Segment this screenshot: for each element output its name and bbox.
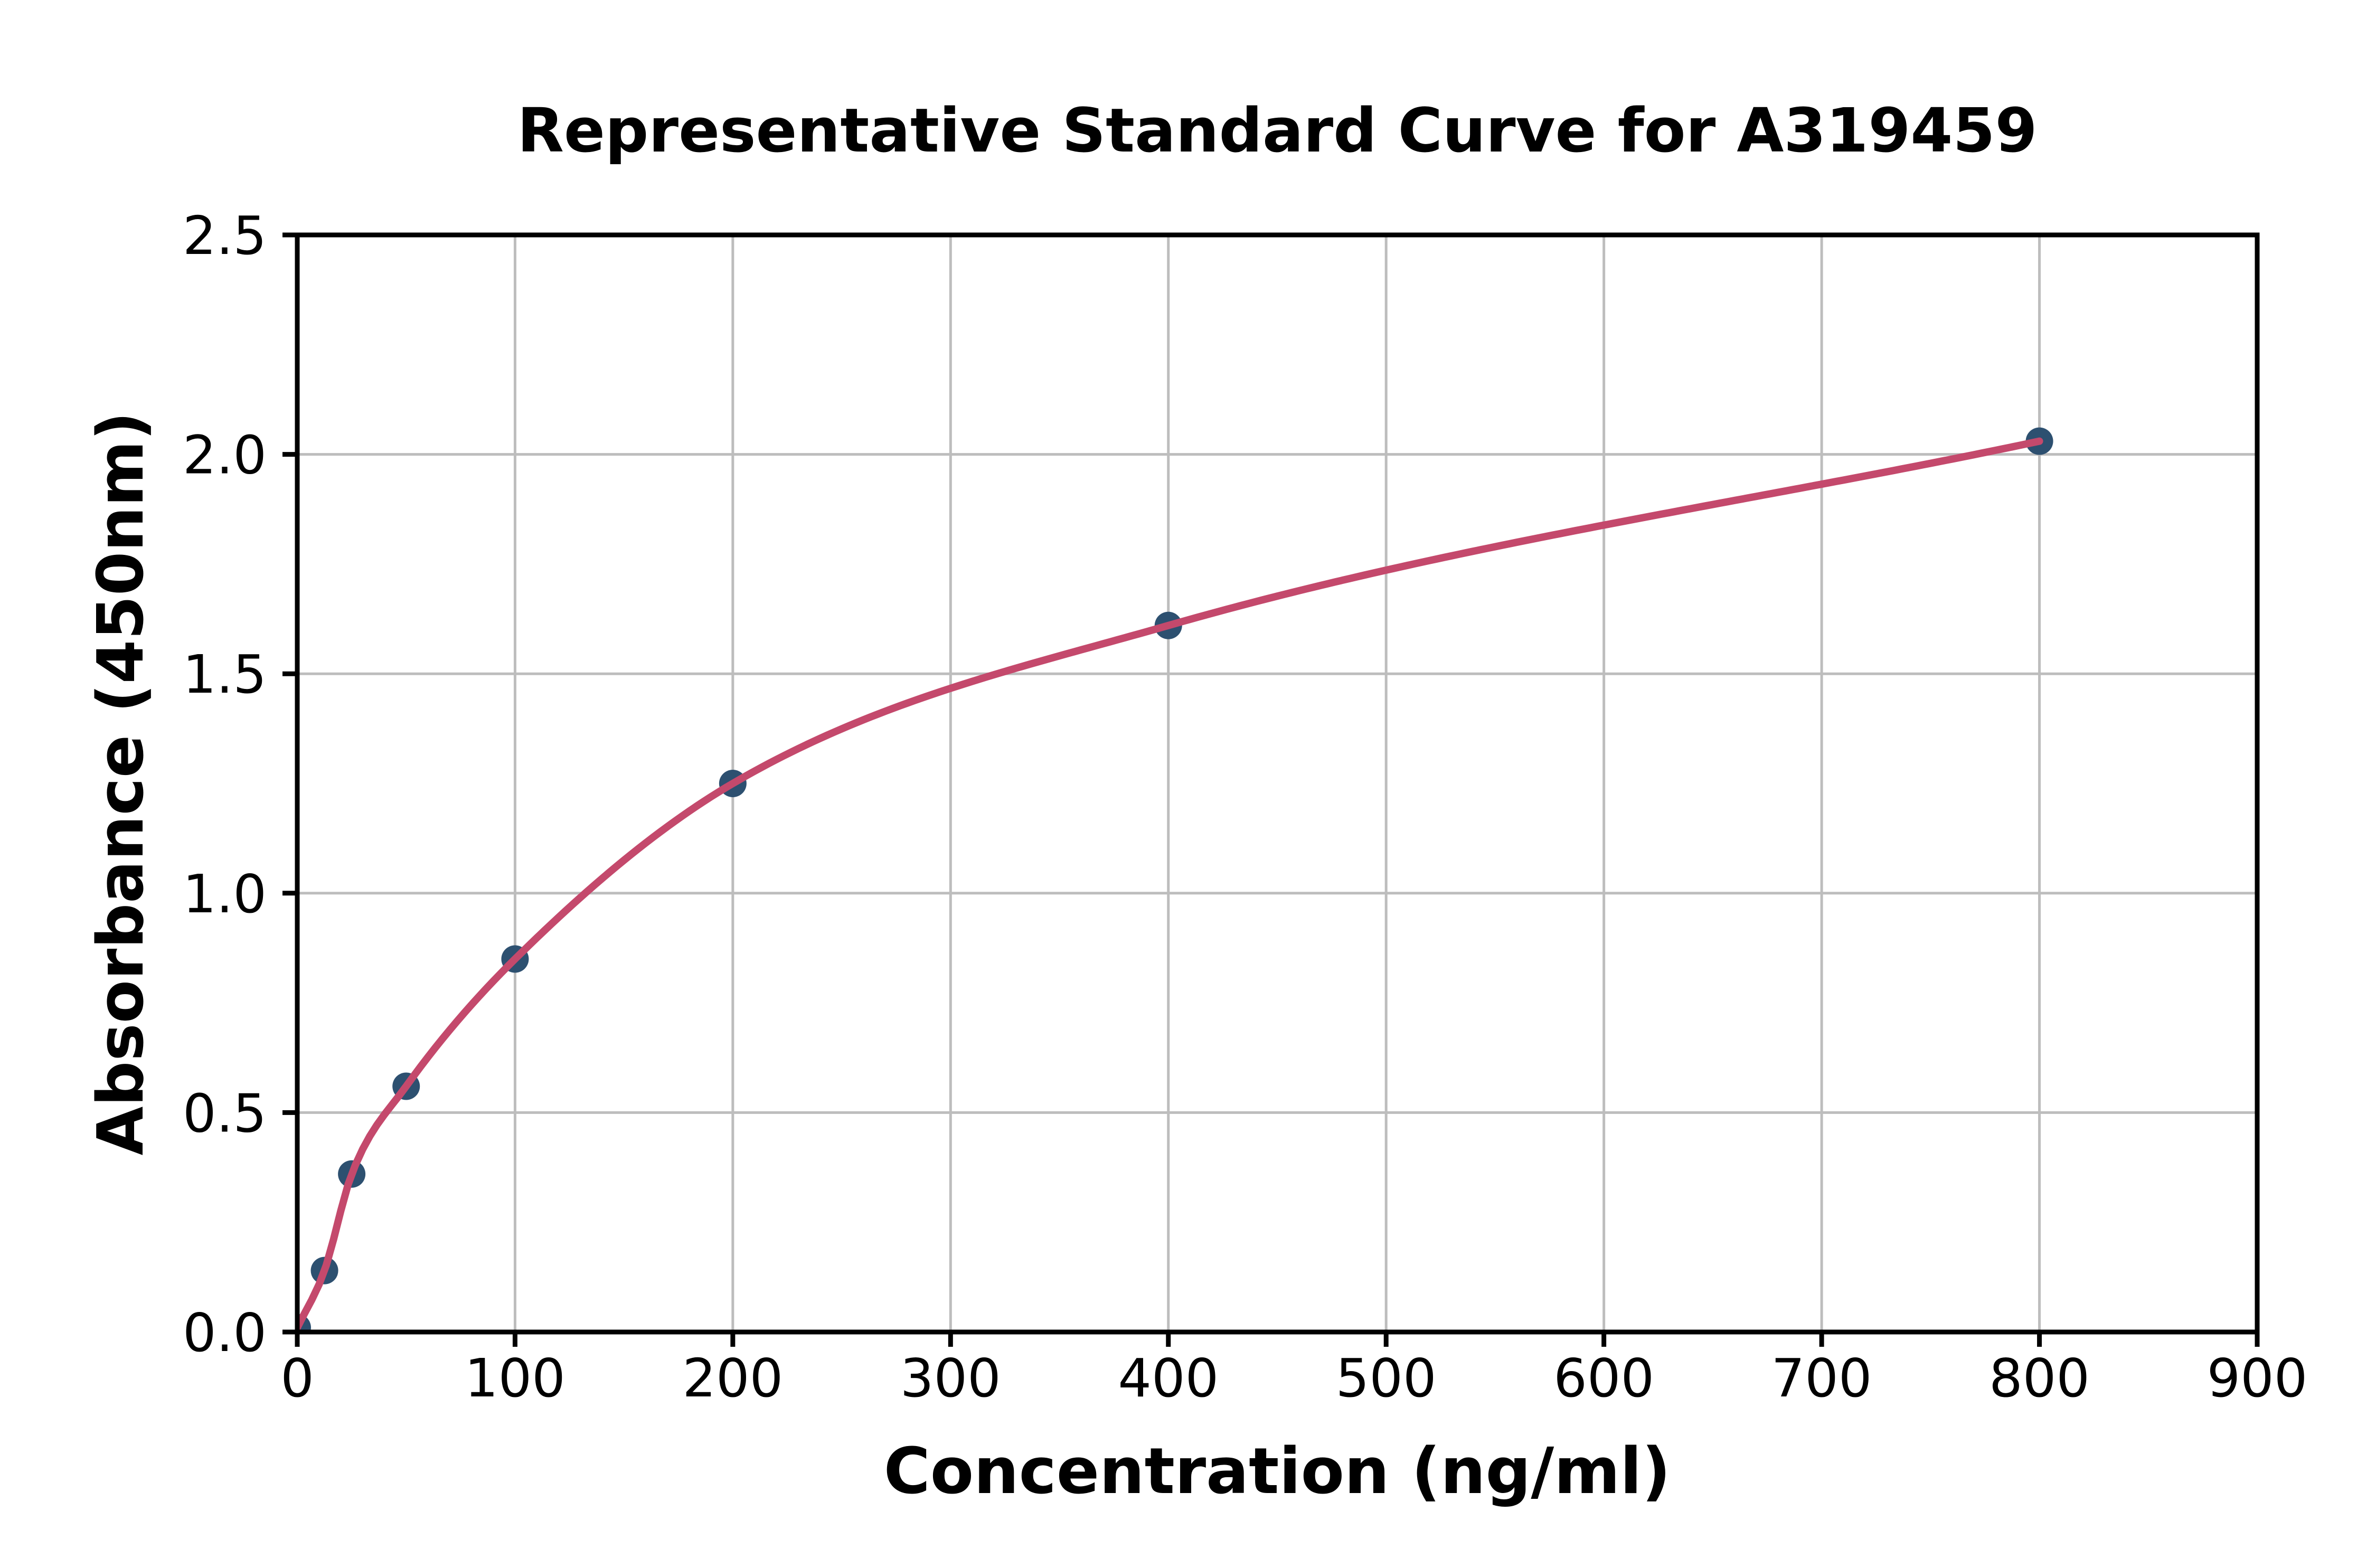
chart-title: Representative Standard Curve for A31945… xyxy=(517,96,2038,166)
x-axis-ticks xyxy=(295,1332,2260,1347)
x-tick-label: 700 xyxy=(1771,1347,1872,1409)
x-tick-label: 100 xyxy=(465,1347,565,1409)
y-axis-ticks xyxy=(282,232,297,1335)
y-tick-label: 0.5 xyxy=(183,1082,267,1144)
x-tick-label: 300 xyxy=(900,1347,1001,1409)
y-tick-label: 0.0 xyxy=(183,1302,267,1364)
x-tick-label: 0 xyxy=(280,1347,314,1409)
x-tick-label: 900 xyxy=(2207,1347,2308,1409)
y-axis-tick-labels: 0.0 0.5 1.0 1.5 2.0 2.5 xyxy=(183,205,267,1364)
y-tick-label: 1.0 xyxy=(183,863,267,925)
y-tick-label: 2.0 xyxy=(183,424,267,486)
fit-curve xyxy=(297,437,2043,1331)
y-tick-label: 2.5 xyxy=(183,205,267,267)
x-tick-label: 200 xyxy=(682,1347,783,1409)
x-tick-label: 600 xyxy=(1553,1347,1654,1409)
x-tick-label: 400 xyxy=(1118,1347,1219,1409)
plot-border xyxy=(295,232,2260,1335)
x-tick-label: 800 xyxy=(1989,1347,2090,1409)
x-axis-tick-labels: 0 100 200 300 400 500 600 700 800 900 xyxy=(280,1347,2307,1409)
y-axis-label: Absorbance (450nm) xyxy=(84,411,158,1155)
x-axis-label: Concentration (ng/ml) xyxy=(884,1435,1671,1508)
x-tick-label: 500 xyxy=(1336,1347,1437,1409)
y-tick-label: 1.5 xyxy=(183,644,267,705)
